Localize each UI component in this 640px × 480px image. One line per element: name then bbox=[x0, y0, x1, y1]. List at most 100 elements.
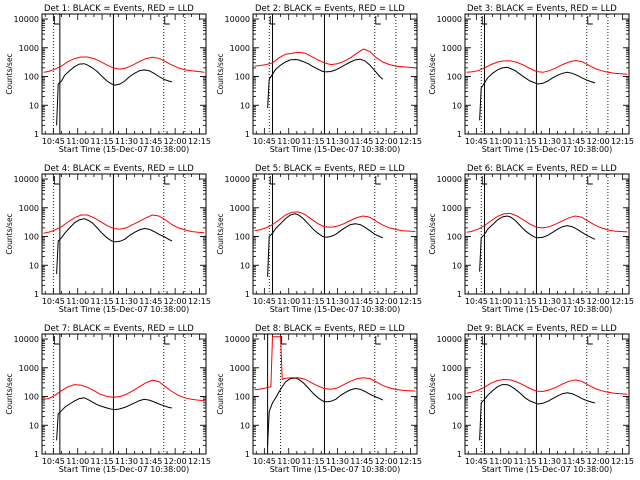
x-tick-label: 11:00 bbox=[66, 137, 89, 146]
series-line-events bbox=[479, 215, 596, 272]
x-tick-label: 11:15 bbox=[91, 137, 114, 146]
x-tick-label: 11:00 bbox=[66, 457, 89, 466]
detector-panel-7: Det 7: BLACK = Events, RED = LLD 1 10 100 10… bbox=[5, 324, 211, 474]
plot-frame bbox=[464, 173, 630, 295]
panel-title: Det 9: BLACK = Events, RED = LLD bbox=[467, 324, 617, 334]
y-tick-label: 10000 bbox=[14, 15, 39, 24]
y-tick-label: 100 bbox=[235, 233, 250, 242]
y-tick-label: 1000 bbox=[442, 364, 462, 373]
flag-marker bbox=[164, 16, 170, 25]
flag-marker bbox=[53, 16, 60, 25]
plot-frame bbox=[464, 13, 630, 135]
y-tick-label: 1 bbox=[34, 290, 39, 299]
detector-panel-2: Det 2: BLACK = Events, RED = LLD 1 10 100 10… bbox=[216, 4, 422, 154]
x-tick-label: 11:15 bbox=[91, 297, 114, 306]
x-axis-label: Start Time (15-Dec-07 10:38:00) bbox=[270, 145, 401, 154]
flag-marker bbox=[269, 176, 276, 185]
y-axis-label: Counts/sec bbox=[216, 53, 225, 94]
x-tick-label: 11:30 bbox=[326, 297, 349, 306]
x-tick-label: 12:15 bbox=[188, 137, 211, 146]
x-axis-label: Start Time (15-Dec-07 10:38:00) bbox=[59, 465, 190, 474]
detector-panel-4: Det 4: BLACK = Events, RED = LLD 1 10 100 10… bbox=[5, 164, 211, 314]
x-tick-label: 10:45 bbox=[465, 137, 488, 146]
x-tick-label: 11:15 bbox=[91, 457, 114, 466]
x-tick-label: 10:45 bbox=[253, 297, 276, 306]
x-tick-label: 11:15 bbox=[514, 457, 537, 466]
flag-marker bbox=[481, 16, 488, 25]
y-tick-label: 10000 bbox=[14, 335, 39, 344]
x-tick-label: 11:00 bbox=[66, 297, 89, 306]
y-tick-label: 10 bbox=[29, 101, 39, 110]
x-tick-label: 11:15 bbox=[514, 137, 537, 146]
x-tick-label: 11:30 bbox=[326, 457, 349, 466]
y-tick-label: 1000 bbox=[19, 364, 39, 373]
x-tick-label: 12:15 bbox=[611, 137, 634, 146]
y-tick-label: 100 bbox=[447, 73, 462, 82]
x-tick-label: 10:45 bbox=[253, 137, 276, 146]
panel-title: Det 3: BLACK = Events, RED = LLD bbox=[467, 4, 617, 14]
x-tick-label: 11:15 bbox=[302, 457, 325, 466]
flag-marker bbox=[164, 176, 170, 185]
x-tick-label: 12:15 bbox=[611, 457, 634, 466]
series-line-lld bbox=[254, 336, 416, 392]
y-tick-label: 10 bbox=[452, 421, 462, 430]
series-line-lld bbox=[43, 214, 205, 234]
y-axis-label: Counts/sec bbox=[428, 213, 437, 254]
x-axis-label: Start Time (15-Dec-07 10:38:00) bbox=[482, 305, 613, 314]
x-tick-label: 11:00 bbox=[489, 137, 512, 146]
x-axis-label: Start Time (15-Dec-07 10:38:00) bbox=[270, 465, 401, 474]
x-tick-label: 12:00 bbox=[375, 137, 398, 146]
y-tick-label: 1000 bbox=[19, 44, 39, 53]
x-tick-label: 11:45 bbox=[350, 137, 373, 146]
x-tick-label: 10:45 bbox=[465, 297, 488, 306]
x-tick-label: 12:00 bbox=[587, 297, 610, 306]
plot-frame bbox=[252, 333, 418, 455]
y-tick-label: 1000 bbox=[230, 44, 250, 53]
y-tick-label: 1000 bbox=[230, 204, 250, 213]
y-tick-label: 1 bbox=[457, 130, 462, 139]
detector-panel-9: Det 9: BLACK = Events, RED = LLD 1 10 100 10… bbox=[428, 324, 634, 474]
panel-title: Det 5: BLACK = Events, RED = LLD bbox=[255, 164, 405, 174]
y-tick-label: 1000 bbox=[230, 364, 250, 373]
x-tick-label: 12:00 bbox=[375, 297, 398, 306]
x-tick-label: 11:00 bbox=[277, 457, 300, 466]
y-tick-label: 10 bbox=[240, 101, 250, 110]
series-line-lld bbox=[466, 59, 628, 75]
flag-marker bbox=[269, 16, 276, 25]
plot-frame bbox=[41, 333, 207, 455]
y-tick-label: 10000 bbox=[437, 175, 462, 184]
series-line-lld bbox=[43, 379, 205, 402]
y-tick-label: 100 bbox=[24, 393, 39, 402]
y-tick-label: 1 bbox=[34, 450, 39, 459]
series-line-lld bbox=[43, 56, 205, 73]
plot-frame bbox=[252, 173, 418, 295]
x-axis-label: Start Time (15-Dec-07 10:38:00) bbox=[270, 305, 401, 314]
x-tick-label: 12:15 bbox=[399, 137, 422, 146]
x-tick-label: 11:30 bbox=[115, 137, 138, 146]
y-tick-label: 10000 bbox=[14, 175, 39, 184]
x-tick-label: 11:45 bbox=[139, 457, 162, 466]
series-line-events bbox=[267, 58, 384, 109]
x-tick-label: 11:15 bbox=[514, 297, 537, 306]
x-tick-label: 11:45 bbox=[350, 297, 373, 306]
plot-frame bbox=[41, 173, 207, 295]
y-tick-label: 1 bbox=[245, 450, 250, 459]
y-tick-label: 10000 bbox=[225, 15, 250, 24]
y-axis-label: Counts/sec bbox=[216, 373, 225, 414]
plot-frame bbox=[464, 333, 630, 455]
y-tick-label: 100 bbox=[24, 73, 39, 82]
series-line-lld bbox=[466, 378, 628, 395]
flag-marker bbox=[587, 336, 593, 345]
y-axis-label: Counts/sec bbox=[428, 373, 437, 414]
x-tick-label: 12:15 bbox=[188, 297, 211, 306]
y-tick-label: 100 bbox=[235, 393, 250, 402]
y-tick-label: 1 bbox=[245, 290, 250, 299]
x-tick-label: 11:30 bbox=[115, 457, 138, 466]
x-tick-label: 11:45 bbox=[139, 297, 162, 306]
x-tick-label: 11:30 bbox=[538, 137, 561, 146]
detector-panel-8: Det 8: BLACK = Events, RED = LLD 1 10 100 10… bbox=[216, 324, 422, 474]
y-tick-label: 1000 bbox=[442, 204, 462, 213]
series-line-lld bbox=[254, 211, 416, 232]
panel-title: Det 7: BLACK = Events, RED = LLD bbox=[44, 324, 194, 334]
y-tick-label: 1 bbox=[245, 130, 250, 139]
